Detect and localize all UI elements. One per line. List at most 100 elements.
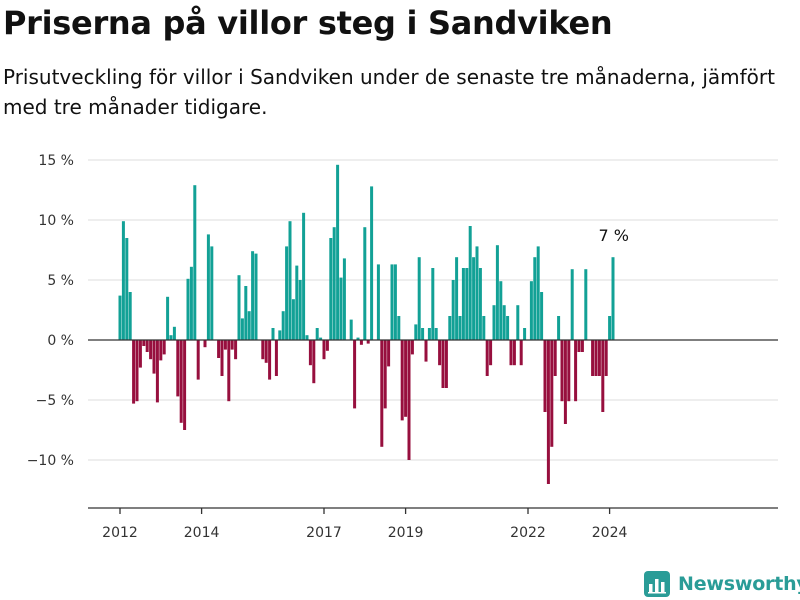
bar	[278, 330, 282, 340]
bar	[339, 277, 343, 340]
bar	[519, 340, 523, 366]
bar	[332, 227, 336, 340]
bar	[455, 257, 459, 340]
bar	[155, 340, 159, 403]
bar	[298, 280, 302, 340]
bar	[512, 340, 516, 366]
bar	[271, 328, 275, 340]
bar	[291, 299, 295, 340]
bar	[325, 340, 329, 351]
bar	[387, 340, 391, 367]
x-tick-label: 2014	[184, 525, 220, 541]
bar	[295, 265, 299, 340]
y-tick-label: 5 %	[47, 273, 74, 289]
bar	[142, 340, 146, 346]
bar	[125, 238, 129, 340]
bar	[529, 281, 533, 340]
bar	[159, 340, 163, 361]
bar	[349, 319, 353, 340]
page-title: Priserna på villor steg i Sandviken	[3, 4, 613, 42]
bar	[196, 340, 200, 380]
bar	[574, 340, 578, 402]
bar	[591, 340, 595, 376]
bar	[285, 246, 289, 340]
bar	[254, 253, 258, 340]
bar	[390, 264, 394, 340]
bar	[424, 340, 428, 362]
bar	[509, 340, 513, 366]
bar	[166, 296, 170, 340]
bar	[421, 328, 425, 340]
bar	[516, 305, 520, 340]
x-tick-label: 2024	[592, 525, 628, 541]
bar	[410, 340, 414, 355]
newsworthy-wordmark: Newsworthy	[678, 573, 800, 595]
y-tick-label: −5 %	[36, 393, 74, 409]
bar	[149, 340, 153, 360]
bar	[308, 340, 312, 366]
bar	[261, 340, 265, 360]
bar	[138, 340, 142, 368]
y-tick-label: 10 %	[38, 213, 74, 229]
bar	[162, 340, 166, 355]
bar	[489, 340, 493, 366]
axes	[88, 339, 778, 509]
bar	[319, 337, 323, 340]
bar	[220, 340, 224, 376]
bar	[186, 278, 190, 340]
bar	[240, 318, 244, 340]
grid-lines	[88, 159, 778, 461]
bar	[553, 340, 557, 376]
bar	[543, 340, 547, 412]
x-tick-label: 2019	[388, 525, 424, 541]
bar	[383, 340, 387, 409]
bar	[227, 340, 231, 402]
x-axis-ticks: 2012 2014 2017 2019 2022 2024	[102, 508, 628, 541]
bar	[397, 316, 401, 340]
bar	[611, 257, 615, 340]
bars	[118, 164, 615, 484]
bar	[557, 316, 561, 340]
bar	[203, 340, 207, 348]
newsworthy-logo: Newsworthy	[644, 568, 800, 600]
bar	[495, 245, 499, 340]
bar	[458, 316, 462, 340]
bar	[179, 340, 183, 423]
bar	[353, 340, 357, 409]
bar	[189, 266, 193, 340]
x-tick-label: 2017	[306, 525, 342, 541]
bar	[407, 340, 411, 460]
bar	[370, 186, 374, 340]
bar	[570, 269, 574, 340]
bar	[145, 340, 149, 352]
bar	[393, 264, 397, 340]
bar	[264, 340, 268, 363]
bar	[577, 340, 581, 352]
bar	[594, 340, 598, 376]
bar	[540, 292, 544, 340]
bar	[342, 258, 346, 340]
bar	[506, 316, 510, 340]
bar	[601, 340, 605, 412]
bar	[210, 246, 214, 340]
bar	[546, 340, 550, 484]
bar	[550, 340, 554, 447]
bar	[315, 328, 319, 340]
bar	[434, 328, 438, 340]
y-tick-label: 0 %	[47, 333, 74, 349]
page-subtitle: Prisutveckling för villor i Sandviken un…	[3, 65, 775, 119]
bar	[305, 335, 309, 340]
bar	[118, 295, 122, 340]
y-axis-ticks: 15 % 10 % 5 % 0 % −5 % −10 %	[27, 153, 74, 469]
bar	[274, 340, 278, 376]
bar	[441, 340, 445, 388]
y-tick-label: −10 %	[27, 453, 74, 469]
bar	[472, 257, 476, 340]
bar	[132, 340, 136, 404]
bar	[135, 340, 139, 402]
bar	[237, 275, 241, 340]
bar	[176, 340, 180, 397]
bar	[451, 280, 455, 340]
y-tick-label: 15 %	[38, 153, 74, 169]
